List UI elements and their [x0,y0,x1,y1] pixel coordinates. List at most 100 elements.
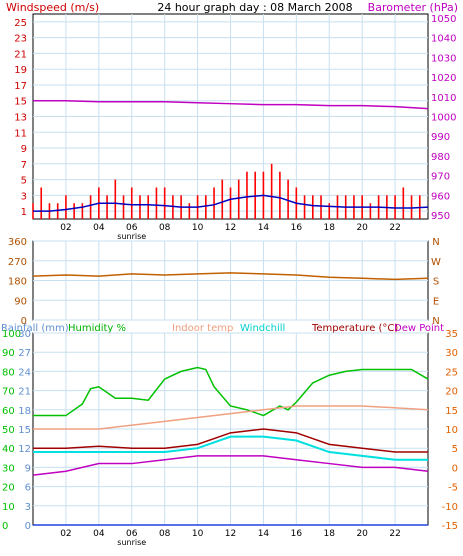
wind-x-tick-label: 10 [192,223,204,233]
windchill-line [33,435,428,461]
rain-y-tick-label: 9 [25,463,31,474]
barometer-y-tick-label: 950 [431,211,450,222]
temperature-y-tick-label: 30 [445,348,458,359]
wind-y-tick-label: 19 [14,65,27,76]
barometer-y-tick-label: 990 [431,132,450,143]
barometer-y-tick-label: 980 [431,152,450,163]
temperature-line [33,428,428,453]
wind-y-tick-label: 3 [21,191,27,202]
windspeed-axis-title: Windspeed (m/s) [6,1,99,14]
wind-y-tick-label: 7 [21,160,27,171]
wind-x-tick-label: 02 [60,223,71,233]
temperature-y-tick-label: 5 [452,444,458,455]
indoor-legend-label: Indoor temp [172,323,233,334]
temp-x-tick-label: 16 [291,529,303,539]
humidity-y-tick-label: 20 [2,483,15,494]
compass-tick-label: W [431,257,441,268]
barometer-y-tick-label: 970 [431,172,450,183]
temp-x-tick-label: 06 [126,529,138,539]
direction-y-tick-label: 180 [8,277,27,288]
barometer-y-tick-label: 1020 [431,73,456,84]
wind-x-tick-label: 06 [126,223,138,233]
compass-tick-label: S [433,277,439,288]
temperature-legend-label: Temperature (°C) [311,323,398,334]
barometer-y-tick-label: 1010 [431,93,456,104]
temp-x-tick-label: 04 [93,529,105,539]
temp-x-tick-label: 14 [258,529,270,539]
wind-x-tick-label: 08 [159,223,171,233]
humidity-y-tick-label: 60 [2,406,15,417]
direction-y-tick-label: 90 [14,296,27,307]
rain-y-tick-label: 6 [25,483,31,494]
barometer-y-tick-label: 960 [431,191,450,202]
rain-y-tick-label: 0 [25,521,31,532]
temp-x-tick-label: 22 [389,529,400,539]
temperature-y-tick-label: -10 [442,502,458,513]
dewpoint-line [32,455,429,476]
rain-y-tick-label: 12 [18,444,31,455]
compass-tick-label: E [433,296,439,307]
rain-y-tick-label: 24 [18,367,31,378]
direction-y-tick-label: 270 [8,257,27,268]
temp-x-tick-label: 12 [225,529,236,539]
rainfall-legend-label: Rainfall (mm) [1,323,69,334]
rain-y-tick-label: 3 [25,502,31,513]
wind-x-tick-label: 04 [93,223,105,233]
humidity-y-tick-label: 100 [2,329,21,340]
temperature-y-tick-label: 15 [445,406,458,417]
temperature-y-tick-label: 0 [452,463,458,474]
temp-x-tick-label: 08 [159,529,171,539]
temp-x-tick-label: 18 [324,529,336,539]
temperature-y-tick-label: 10 [445,425,458,436]
wind-y-tick-label: 13 [14,113,27,124]
wind-x-tick-label: 22 [389,223,400,233]
temperature-y-tick-label: 25 [445,367,458,378]
barometer-y-tick-label: 1030 [431,53,456,64]
wind-x-tick-label: 16 [291,223,303,233]
wind-y-tick-label: 25 [14,18,27,29]
temp-x-tick-label: 02 [60,529,71,539]
compass-tick-label: N [432,316,439,327]
barometer-axis-title: Barometer (hPa) [368,1,458,14]
indoor-temp-line [33,405,429,430]
humidity-legend-label: Humidity % [68,323,126,334]
wind-direction-line [32,272,429,281]
windchill-legend-label: Windchill [240,323,285,334]
wind-y-tick-label: 9 [21,144,27,155]
wind-y-tick-label: 23 [14,34,27,45]
sunrise-label-temp: sunrise [117,538,146,547]
compass-tick-label: N [432,237,439,248]
wind-y-tick-label: 5 [21,176,27,187]
barometer-y-tick-label: 1040 [431,34,456,45]
humidity-y-tick-label: 40 [2,444,15,455]
temperature-y-tick-label: 35 [445,329,458,340]
wind-y-tick-label: 21 [14,49,27,60]
wind-x-tick-label: 12 [225,223,236,233]
wind-x-tick-label: 20 [356,223,368,233]
direction-y-tick-label: 0 [21,316,27,327]
sunrise-label-wind: sunrise [117,232,146,241]
humidity-y-tick-label: 90 [2,348,15,359]
humidity-y-tick-label: 0 [2,521,8,532]
humidity-y-tick-label: 80 [2,367,15,378]
wind-x-tick-label: 18 [324,223,336,233]
wind-x-tick-label: 14 [258,223,270,233]
barometer-y-tick-label: 1000 [431,113,456,124]
temp-x-tick-label: 10 [192,529,204,539]
humidity-y-tick-label: 30 [2,463,15,474]
temperature-y-tick-label: 20 [445,387,458,398]
wind-y-tick-label: 1 [21,207,27,218]
temp-x-tick-label: 20 [356,529,368,539]
direction-y-tick-label: 360 [8,237,27,248]
rain-y-tick-label: 30 [18,329,31,340]
barometer-line [33,99,429,110]
rain-y-tick-label: 27 [18,348,31,359]
wind-y-tick-label: 15 [14,97,27,108]
rain-y-tick-label: 15 [18,425,31,436]
humidity-y-tick-label: 10 [2,502,15,513]
rain-y-tick-label: 21 [18,387,31,398]
temperature-y-tick-label: -5 [448,483,458,494]
wind-y-tick-label: 17 [14,81,27,92]
chart-title: 24 hour graph day : 08 March 2008 [157,1,352,14]
